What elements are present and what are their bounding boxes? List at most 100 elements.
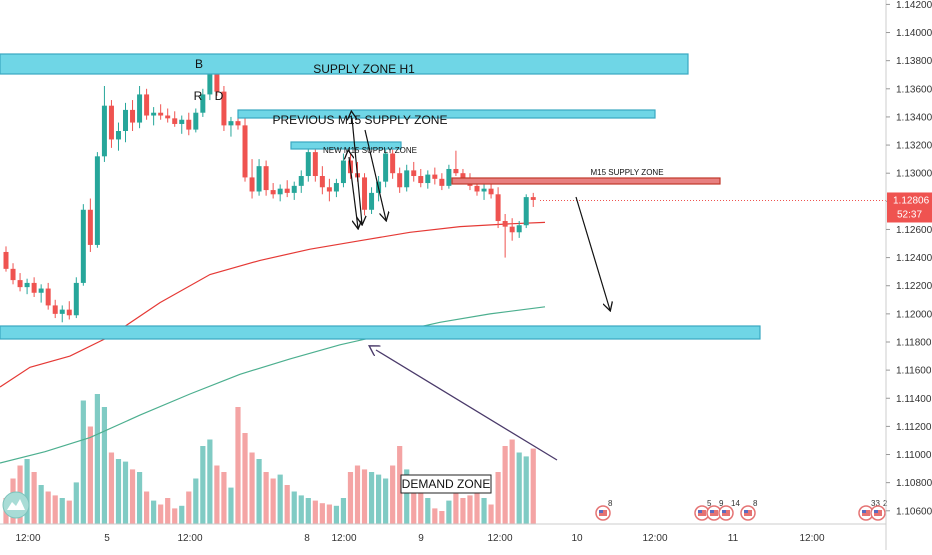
time-tick-label: 12:00 (487, 533, 512, 544)
candle-body (52, 305, 58, 314)
volume-bar (242, 433, 248, 524)
candle-body (446, 168, 452, 186)
volume-bar (411, 478, 417, 524)
candle-body (270, 190, 276, 195)
time-tick-label: 12:00 (331, 533, 356, 544)
time-tick-label: 5 (104, 533, 110, 544)
candle-body (24, 282, 30, 288)
pattern-letter: D (215, 89, 224, 103)
candle-body (80, 209, 86, 283)
arrow-down (364, 129, 386, 220)
volume-bar (375, 474, 382, 524)
volume-bar (87, 426, 93, 524)
event-badge-flag-icon[interactable]: 14 (718, 499, 740, 521)
candle-body (305, 152, 311, 177)
volume-bar (270, 478, 276, 524)
badge-flag-canton (874, 510, 878, 513)
volume-bar (263, 472, 269, 524)
badge-count: 9 (719, 499, 724, 508)
candle-body (383, 153, 389, 182)
price-axis[interactable]: 1.14200 1.14000 1.13800 1.13600 1.13400 1.132… (886, 0, 932, 517)
volume-bar (340, 498, 347, 524)
event-badge-flag-icon[interactable]: 5 (694, 499, 712, 521)
time-axis[interactable]: 12:00 5 12:00 8 12:00 9 12:00 10 12:00 11 12:00 (15, 533, 824, 544)
candle-body (523, 197, 529, 226)
time-tick-label: 11 (728, 533, 739, 544)
tradingview-logo-icon[interactable] (2, 491, 30, 519)
volume-bar (460, 498, 466, 524)
volume-bar (108, 452, 115, 524)
candle-body (390, 153, 396, 174)
demand-zone-label: DEMAND ZONE (402, 477, 491, 491)
volume-bar (298, 495, 304, 524)
demand-arrow (376, 350, 558, 461)
time-tick-label: 12:00 (642, 533, 667, 544)
volume-bar (158, 504, 164, 524)
candle-body (284, 188, 290, 193)
zone-rect[interactable] (0, 325, 761, 340)
candle-body (137, 94, 143, 123)
time-tick-label: 12:00 (799, 533, 824, 544)
badge-flag-canton (599, 510, 603, 513)
volume-bar (144, 491, 150, 524)
candle-body (319, 176, 325, 188)
candle-body (214, 63, 220, 92)
price-tick-label: 1.13400 (896, 112, 932, 123)
candle-body (235, 121, 241, 126)
candle-body (242, 125, 248, 178)
volume-bar (284, 485, 290, 524)
zone-rect[interactable] (0, 53, 689, 75)
moving-averages (0, 221, 546, 464)
forecast-arrow (575, 196, 610, 310)
volume-bar (136, 472, 143, 524)
zone-label: SUPPLY ZONE H1 (313, 62, 415, 76)
time-tick-label: 8 (304, 533, 310, 544)
badge-flag-canton (698, 510, 702, 513)
candle-body (298, 176, 304, 186)
candle-body (502, 221, 508, 227)
badge-count: 33 (871, 499, 880, 508)
volume-bar (509, 439, 515, 524)
volume-bar (326, 504, 332, 524)
event-badge-flag-icon[interactable]: 8 (595, 499, 613, 521)
candle-body (10, 268, 16, 281)
volume-bar (319, 503, 325, 524)
last-price-tag[interactable] (887, 192, 932, 223)
volume-bar (502, 446, 508, 524)
moving-average-red (0, 221, 546, 388)
zone-rect[interactable] (451, 177, 721, 185)
pattern-letter: R (194, 89, 203, 103)
candle-body (411, 170, 417, 177)
demand-label-box (400, 474, 492, 494)
candle-body (130, 109, 136, 123)
candle-body (200, 94, 206, 113)
price-tick-label: 1.14000 (896, 28, 932, 39)
candles (3, 55, 536, 323)
candle-body (66, 309, 72, 316)
event-badge-flag-icon[interactable]: 8 (740, 499, 758, 521)
last-price-label: 1.12806 (893, 195, 930, 206)
badge-count: 8 (753, 499, 758, 508)
volume-bar (467, 495, 473, 524)
badge-count: 8 (608, 499, 613, 508)
candle-body (397, 173, 403, 188)
volume-bar (52, 495, 58, 524)
zone-rect[interactable] (237, 109, 656, 119)
volume-bar (488, 504, 494, 524)
volume-bar (165, 498, 171, 524)
candle-body (333, 183, 339, 192)
candle-body (172, 118, 178, 124)
candle-body (439, 178, 445, 186)
time-tick-label: 9 (418, 533, 424, 544)
volume-bar (186, 491, 192, 524)
candle-body (326, 187, 332, 192)
volume-bar (193, 478, 199, 524)
candle-body (362, 177, 368, 210)
candle-body (277, 188, 283, 195)
volume-bar (256, 459, 262, 524)
zone-label: PREVIOUS M15 SUPPLY ZONE (273, 113, 448, 127)
volume-bar (390, 465, 396, 524)
